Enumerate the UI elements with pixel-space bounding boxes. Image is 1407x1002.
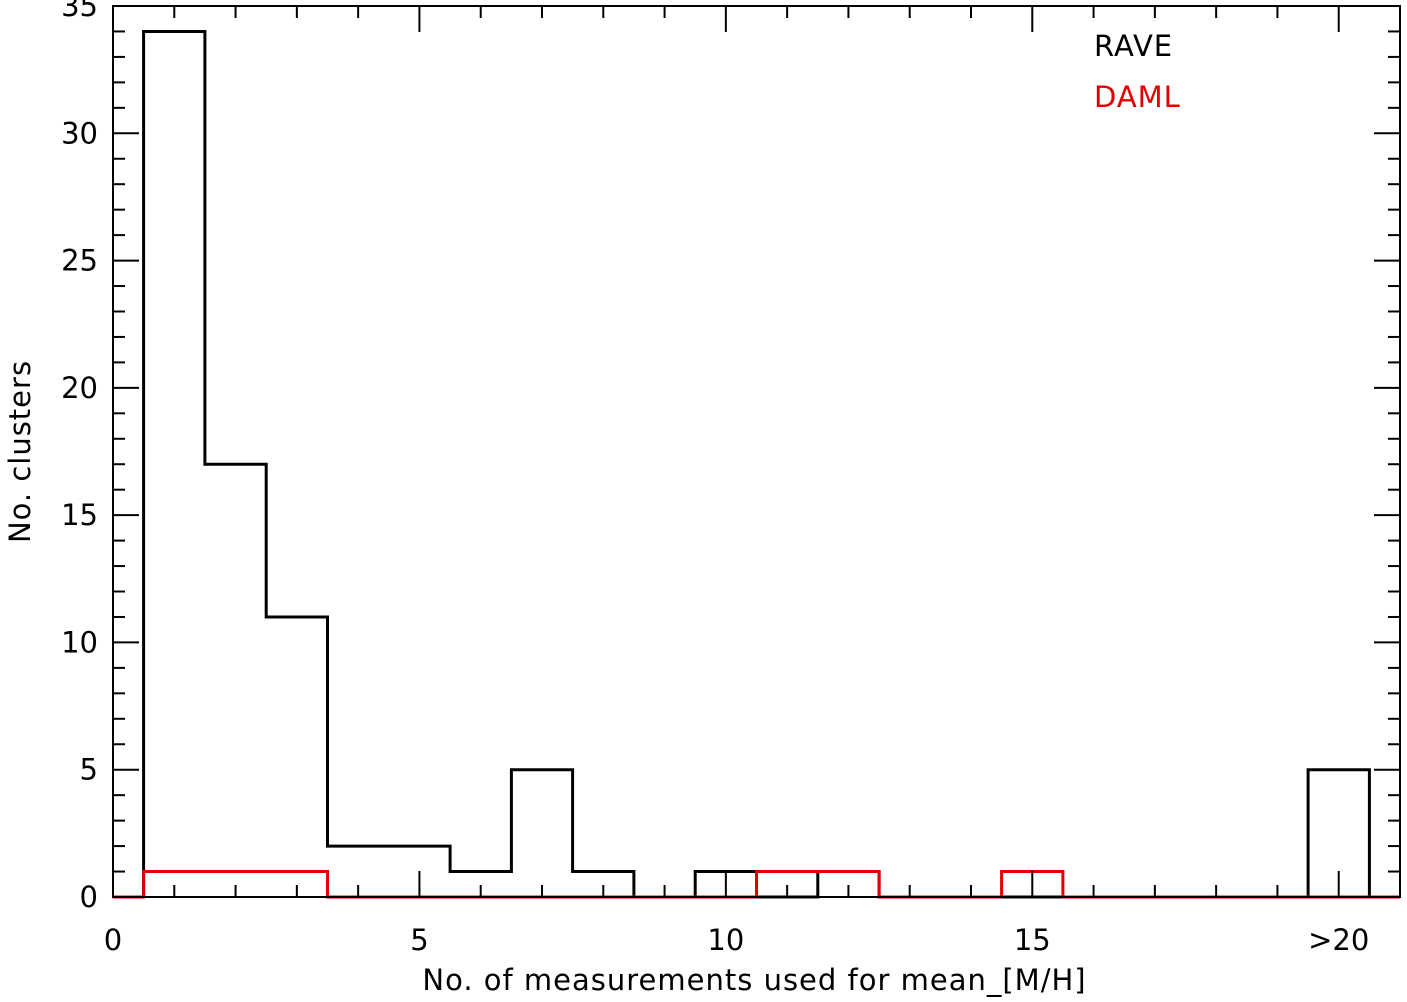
x-tick-label: 5 [410,923,428,957]
axis-ticks-layer [112,5,1401,898]
legend-entry-daml: DAML [1094,80,1181,114]
x-axis-title: No. of measurements used for mean_[M/H] [422,963,1086,997]
x-tick-label: 0 [104,923,122,957]
y-tick-label: 25 [61,244,98,278]
bar-rave-bin-2 [205,464,266,897]
legend: RAVE DAML [1094,29,1181,114]
series-rave-outline [113,30,1400,899]
series-daml-outline [113,870,1400,899]
y-tick-label: 10 [61,625,98,659]
bar-rave-bin-1 [144,31,205,897]
plot-frame [112,5,1401,898]
y-tick-label: 0 [80,880,98,914]
legend-entry-rave: RAVE [1094,29,1173,63]
y-tick-label: 5 [80,753,98,787]
x-tick-label: >20 [1308,923,1369,957]
bar-rave-bin-7 [511,770,572,897]
y-tick-label: 35 [61,0,98,23]
y-tick-label: 15 [61,498,98,532]
x-tick-label: 10 [707,923,744,957]
histogram-series-layer [113,30,1400,899]
y-tick-label: 30 [61,116,98,150]
y-axis-title: No. clusters [3,360,37,543]
y-tick-label: 20 [61,371,98,405]
bar-rave-bin-3 [266,617,327,897]
tick-labels-layer: 0 5 10 15 >20 0 5 10 15 20 25 30 35 [61,0,1369,957]
x-tick-label: 15 [1014,923,1051,957]
